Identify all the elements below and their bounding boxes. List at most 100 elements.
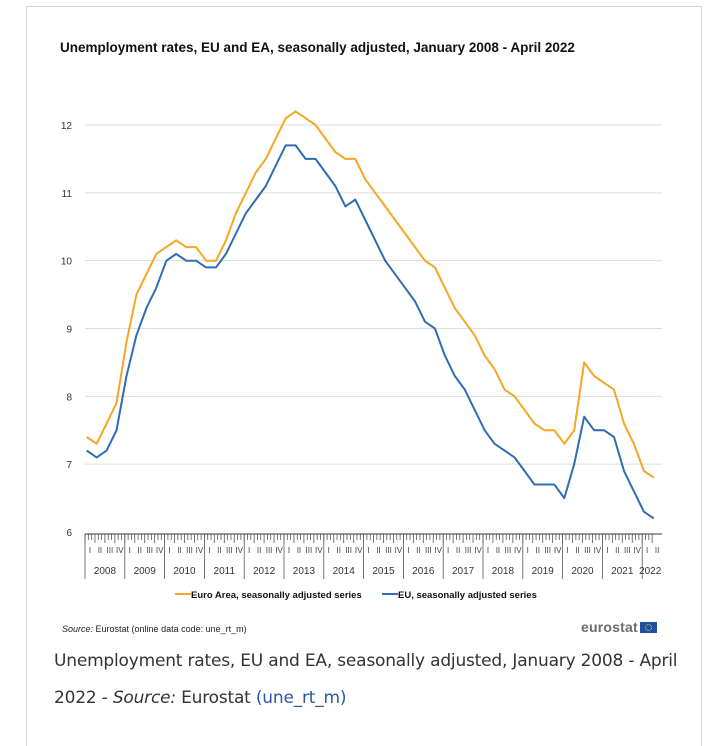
y-tick-label: 12	[61, 121, 73, 132]
quarter-label: II	[376, 546, 380, 555]
year-label: 2019	[532, 566, 555, 577]
year-label: 2021	[611, 566, 634, 577]
quarter-label: IV	[196, 546, 204, 555]
quarter-label: I	[168, 546, 170, 555]
quarter-label: I	[208, 546, 210, 555]
legend-label: Euro Area, seasonally adjusted series	[191, 590, 362, 601]
quarter-label: IV	[594, 546, 602, 555]
quarter-label: I	[328, 546, 330, 555]
quarter-label: III	[584, 546, 591, 555]
quarter-label: III	[306, 546, 313, 555]
quarter-label: I	[487, 546, 489, 555]
quarter-label: I	[288, 546, 290, 555]
year-label: 2016	[412, 566, 435, 577]
quarter-label: IV	[434, 546, 442, 555]
quarter-label: IV	[633, 546, 641, 555]
year-label: 2008	[94, 566, 117, 577]
y-tick-label: 9	[66, 325, 72, 336]
quarter-label: IV	[156, 546, 164, 555]
eurostat-logo: eurostat	[581, 619, 657, 635]
quarter-label: II	[416, 546, 420, 555]
quarter-label: I	[248, 546, 250, 555]
quarter-label: III	[505, 546, 512, 555]
year-label: 2022	[639, 566, 662, 577]
quarter-label: II	[655, 546, 659, 555]
quarter-label: IV	[355, 546, 363, 555]
year-label: 2014	[333, 566, 356, 577]
quarter-label: III	[266, 546, 273, 555]
quarter-label: IV	[235, 546, 243, 555]
y-tick-label: 8	[66, 392, 72, 403]
quarter-label: III	[425, 546, 432, 555]
quarter-label: IV	[116, 546, 124, 555]
quarter-label: I	[527, 546, 529, 555]
quarter-label: III	[345, 546, 352, 555]
year-label: 2018	[492, 566, 515, 577]
year-label: 2017	[452, 566, 475, 577]
y-tick-label: 10	[61, 257, 73, 268]
y-tick-label: 11	[62, 189, 73, 200]
caption-source-name: Eurostat	[175, 688, 256, 708]
quarter-label: III	[107, 546, 114, 555]
quarter-label: IV	[275, 546, 283, 555]
quarter-label: II	[496, 546, 500, 555]
legend: Euro Area, seasonally adjusted series EU,…	[175, 590, 537, 601]
quarter-label: I	[367, 546, 369, 555]
year-label: 2013	[293, 566, 316, 577]
quarter-label: I	[606, 546, 608, 555]
source-text: Eurostat (online data code: une_rt_m)	[93, 624, 247, 634]
euro-area-line	[86, 110, 655, 479]
caption-text: Unemployment rates, EU and EA, seasonall…	[54, 651, 678, 708]
figure-caption: Unemployment rates, EU and EA, seasonall…	[54, 643, 684, 717]
year-label: 2011	[214, 566, 236, 577]
quarter-label: III	[186, 546, 193, 555]
quarter-label: I	[89, 546, 91, 555]
year-label: 2010	[173, 566, 196, 577]
series-lines	[86, 110, 655, 520]
quarter-label: I	[566, 546, 568, 555]
eu-line	[86, 144, 655, 520]
quarter-label: II	[336, 546, 340, 555]
caption-source-label: Source:	[112, 688, 176, 708]
quarter-label: I	[646, 546, 648, 555]
gridlines	[85, 124, 662, 465]
y-tick-label: 7	[66, 460, 72, 471]
quarter-label: II	[98, 546, 102, 555]
quarter-label: III	[465, 546, 472, 555]
quarter-label: II	[177, 546, 181, 555]
quarter-label: I	[129, 546, 131, 555]
quarter-label: III	[544, 546, 551, 555]
quarter-label: IV	[474, 546, 482, 555]
year-label: 2020	[571, 566, 594, 577]
quarter-label: II	[137, 546, 141, 555]
quarter-label: II	[615, 546, 619, 555]
quarter-label: II	[535, 546, 539, 555]
figure-frame	[26, 6, 702, 746]
source-note: Source: Eurostat (online data code: une_…	[62, 624, 247, 634]
dataset-link[interactable]: (une_rt_m)	[255, 688, 347, 708]
quarter-label: II	[297, 546, 301, 555]
quarter-label: I	[407, 546, 409, 555]
quarter-label: IV	[315, 546, 323, 555]
y-axis-ticks: 6 7 8 9 10 11 12	[61, 121, 73, 539]
quarter-label: II	[257, 546, 261, 555]
quarter-label: IV	[514, 546, 522, 555]
quarter-label: II	[575, 546, 579, 555]
quarter-label: I	[447, 546, 449, 555]
legend-label: EU, seasonally adjusted series	[398, 590, 537, 601]
source-label: Source:	[62, 624, 94, 634]
year-label: 2012	[253, 566, 276, 577]
year-label: 2015	[372, 566, 395, 577]
quarter-label: IV	[395, 546, 403, 555]
quarter-label: II	[456, 546, 460, 555]
quarter-label: III	[226, 546, 233, 555]
y-tick-label: 6	[66, 528, 72, 539]
quarter-label: IV	[554, 546, 562, 555]
quarter-label: III	[385, 546, 392, 555]
eu-flag-icon	[639, 621, 657, 633]
quarter-label: II	[217, 546, 221, 555]
quarter-label: III	[146, 546, 153, 555]
quarter-label: III	[624, 546, 631, 555]
